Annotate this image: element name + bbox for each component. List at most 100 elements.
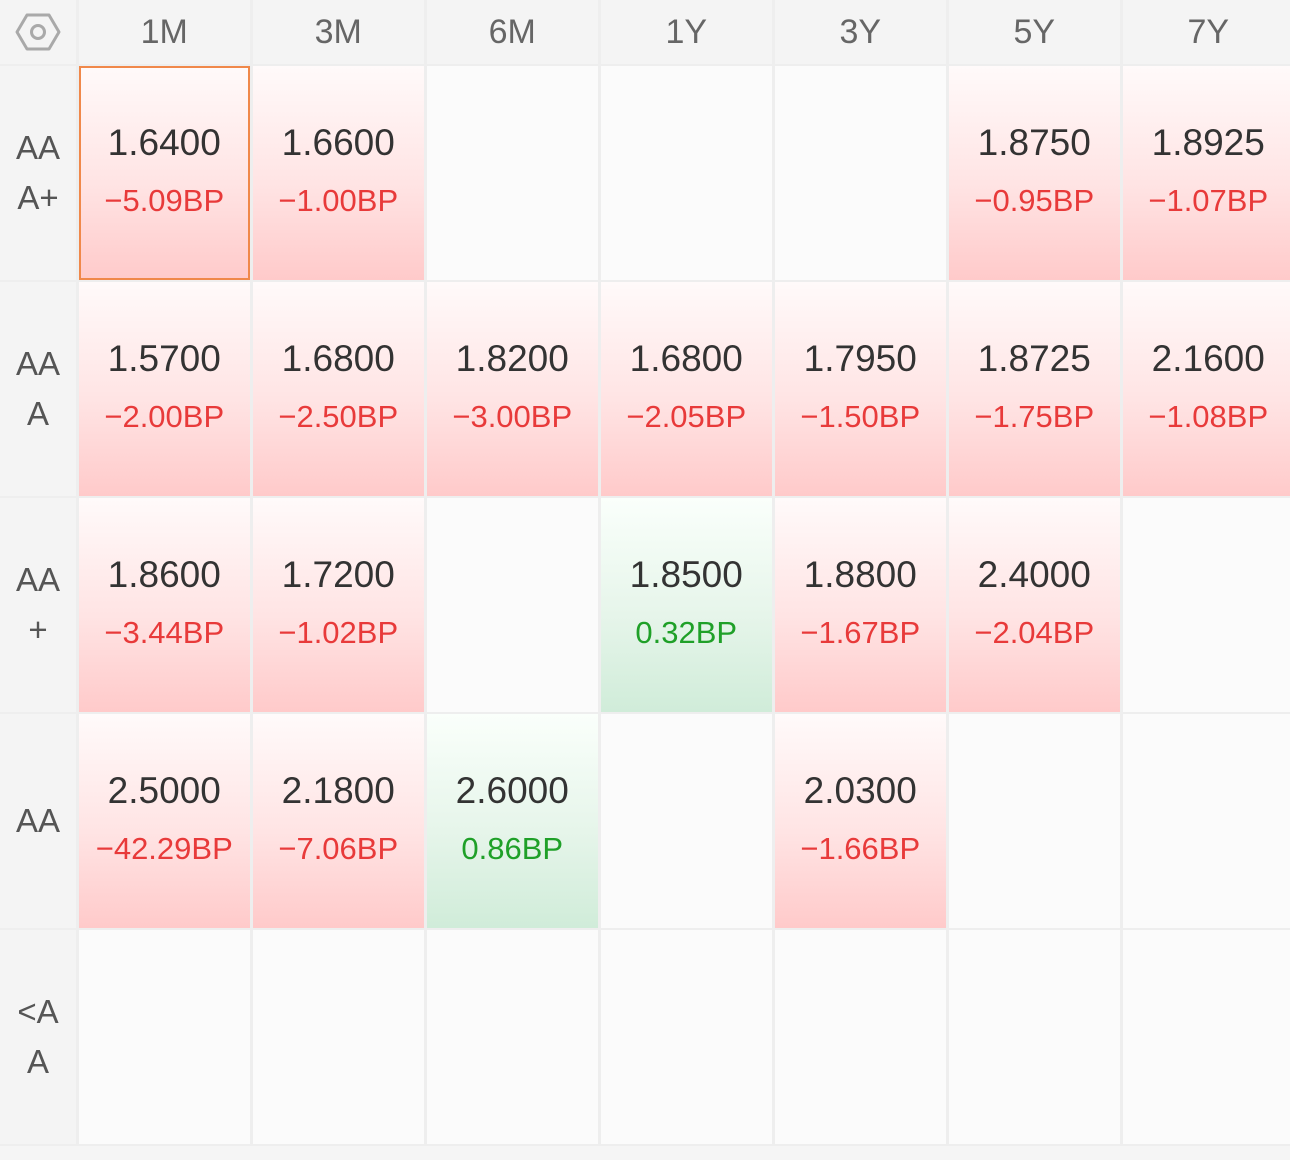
rate-value: 1.6800 (629, 338, 743, 379)
rate-change: 0.32BP (635, 615, 738, 650)
rate-cell[interactable]: 1.7950 −1.50BP (774, 282, 946, 496)
column-header-3m[interactable]: 3M (252, 0, 424, 64)
rate-value: 2.0300 (803, 770, 917, 811)
rate-cell[interactable]: 1.8925 −1.07BP (1122, 66, 1290, 280)
row-label-line: <A (17, 993, 59, 1030)
rate-value: 1.6800 (281, 338, 395, 379)
empty-cell (600, 930, 772, 1144)
rate-value: 2.6000 (455, 770, 569, 811)
empty-cell (1122, 714, 1290, 928)
empty-cell (948, 714, 1120, 928)
column-header-6m[interactable]: 6M (426, 0, 598, 64)
empty-cell (426, 66, 598, 280)
rate-cell[interactable]: 1.8800 −1.67BP (774, 498, 946, 712)
row-label: AA (0, 714, 76, 928)
rate-value: 1.8800 (803, 554, 917, 595)
rate-value: 1.8500 (629, 554, 743, 595)
rate-cell[interactable]: 1.7200 −1.02BP (252, 498, 424, 712)
rate-change: −1.07BP (1148, 183, 1269, 218)
rate-change: −2.05BP (626, 399, 747, 434)
empty-cell (600, 714, 772, 928)
column-header-1m[interactable]: 1M (78, 0, 250, 64)
rate-value: 1.7950 (803, 338, 917, 379)
rate-cell[interactable]: 1.6400 −5.09BP (78, 66, 250, 280)
rate-cell[interactable]: 2.1600 −1.08BP (1122, 282, 1290, 496)
rate-change: −1.67BP (800, 615, 921, 650)
row-label: AA + (0, 498, 76, 712)
rate-cell[interactable]: 1.8600 −3.44BP (78, 498, 250, 712)
rate-value: 1.7200 (281, 554, 395, 595)
empty-cell (1122, 498, 1290, 712)
rate-change: −1.66BP (800, 831, 921, 866)
row-label: AA A (0, 282, 76, 496)
row-label-line: AA (15, 345, 61, 382)
rate-change: −2.50BP (278, 399, 399, 434)
rate-change: −42.29BP (95, 831, 233, 866)
rate-change: −2.04BP (974, 615, 1095, 650)
rate-value: 1.8600 (107, 554, 221, 595)
rate-value: 1.8200 (455, 338, 569, 379)
rate-cell[interactable]: 1.5700 −2.00BP (78, 282, 250, 496)
rate-change: −1.00BP (278, 183, 399, 218)
rate-value: 1.5700 (107, 338, 221, 379)
rate-cell[interactable]: 2.0300 −1.66BP (774, 714, 946, 928)
rate-value: 2.4000 (977, 554, 1091, 595)
rate-change: −1.02BP (278, 615, 399, 650)
rate-cell[interactable]: 2.1800 −7.06BP (252, 714, 424, 928)
rate-value: 2.1800 (281, 770, 395, 811)
rate-change: −1.75BP (974, 399, 1095, 434)
column-header-7y[interactable]: 7Y (1122, 0, 1290, 64)
hexagon-nut-icon (15, 12, 61, 52)
rate-change: −0.95BP (974, 183, 1095, 218)
rate-cell[interactable]: 2.6000 0.86BP (426, 714, 598, 928)
row-label-line: AA (15, 561, 61, 598)
row-label-line: A (26, 395, 49, 432)
empty-cell (774, 930, 946, 1144)
row-label: <A A (0, 930, 76, 1144)
row-label-line: A (26, 1043, 49, 1080)
rate-cell[interactable]: 1.8500 0.32BP (600, 498, 772, 712)
empty-cell (774, 66, 946, 280)
rate-cell[interactable]: 1.8200 −3.00BP (426, 282, 598, 496)
column-header-5y[interactable]: 5Y (948, 0, 1120, 64)
column-header-1y[interactable]: 1Y (600, 0, 772, 64)
rate-cell[interactable]: 1.6600 −1.00BP (252, 66, 424, 280)
bottom-strip (0, 1146, 1290, 1160)
rate-value: 1.8725 (977, 338, 1091, 379)
empty-cell (426, 498, 598, 712)
rate-value: 2.5000 (107, 770, 221, 811)
rate-value: 1.8750 (977, 122, 1091, 163)
rate-cell[interactable]: 1.8750 −0.95BP (948, 66, 1120, 280)
row-label-line: AA (15, 802, 61, 839)
rate-value: 1.8925 (1151, 122, 1265, 163)
rate-value: 1.6600 (281, 122, 395, 163)
rate-cell[interactable]: 1.6800 −2.50BP (252, 282, 424, 496)
rate-change: −3.00BP (452, 399, 573, 434)
empty-cell (948, 930, 1120, 1144)
column-header-3y[interactable]: 3Y (774, 0, 946, 64)
rate-change: −1.50BP (800, 399, 921, 434)
settings-button[interactable] (0, 0, 76, 64)
empty-cell (600, 66, 772, 280)
empty-cell (252, 930, 424, 1144)
row-label: AA A+ (0, 66, 76, 280)
rate-cell[interactable]: 2.4000 −2.04BP (948, 498, 1120, 712)
empty-cell (1122, 930, 1290, 1144)
rate-value: 2.1600 (1151, 338, 1265, 379)
empty-cell (426, 930, 598, 1144)
rate-cell[interactable]: 2.5000 −42.29BP (78, 714, 250, 928)
row-label-line: + (28, 611, 48, 648)
rate-change: −5.09BP (104, 183, 225, 218)
rate-change: −7.06BP (278, 831, 399, 866)
rate-change: −1.08BP (1148, 399, 1269, 434)
empty-cell (78, 930, 250, 1144)
rate-value: 1.6400 (107, 122, 221, 163)
rate-cell[interactable]: 1.8725 −1.75BP (948, 282, 1120, 496)
row-label-line: A+ (17, 179, 59, 216)
rate-cell[interactable]: 1.6800 −2.05BP (600, 282, 772, 496)
rate-change: −2.00BP (104, 399, 225, 434)
rate-change: 0.86BP (461, 831, 564, 866)
rate-change: −3.44BP (104, 615, 225, 650)
row-label-line: AA (15, 129, 61, 166)
